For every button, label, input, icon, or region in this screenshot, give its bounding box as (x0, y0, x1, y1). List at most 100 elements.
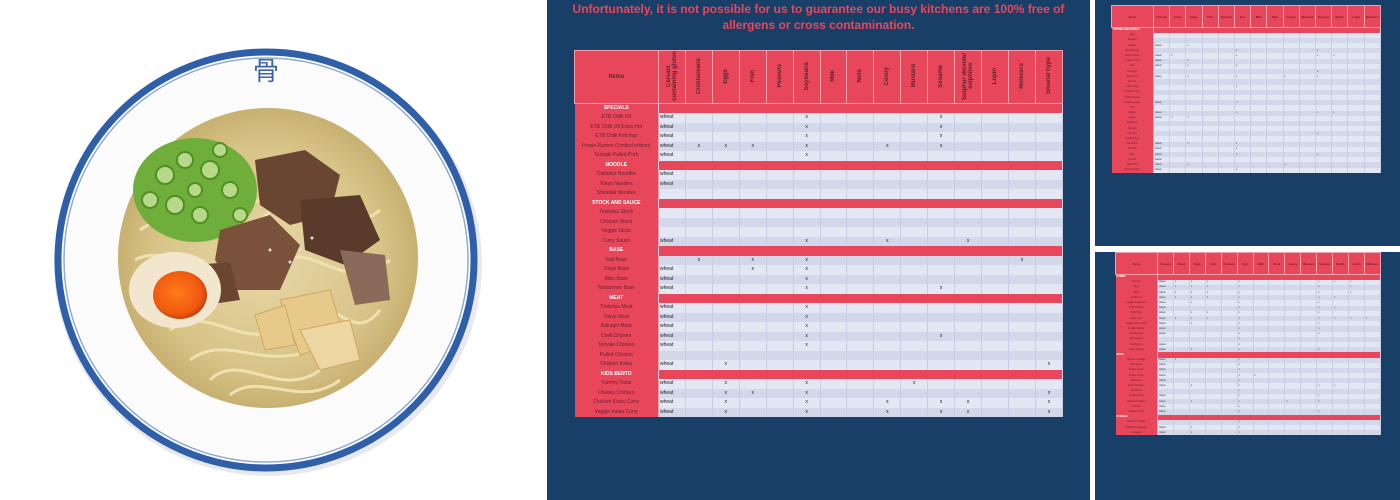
top-allergen-cell (1283, 167, 1300, 173)
main-allergen-cell (846, 236, 875, 246)
top-allergen-cell (1185, 120, 1203, 127)
top-item-name: Extra Noodles (1111, 167, 1154, 173)
main-allergen-cell (1035, 170, 1064, 180)
top-table-row: Spring Onion wheat x x x x (1111, 53, 1382, 59)
main-allergen-cell (712, 132, 740, 142)
top-allergen-cell (1218, 167, 1236, 173)
main-allergen-cell (900, 331, 929, 341)
top-allergen-cell (1364, 152, 1382, 158)
top-allergen-cell (1347, 136, 1365, 142)
bottom-allergen-cell (1253, 290, 1270, 296)
bottom-allergen-cell (1348, 321, 1365, 327)
main-allergen-cell: wheat (658, 312, 686, 322)
top-allergen-cell (1218, 48, 1236, 54)
top-allergen-cell (1218, 32, 1236, 38)
top-allergen-cell: wheat (1153, 115, 1171, 121)
bottom-allergen-cell (1348, 310, 1365, 316)
top-allergen-cell (1234, 136, 1252, 142)
main-item-name: Chilli Chicken (574, 331, 659, 341)
main-allergen-cell (766, 312, 794, 322)
main-allergen-cell (954, 360, 983, 370)
main-allergen-cell (927, 379, 956, 389)
main-allergen-cell (873, 189, 902, 199)
main-allergen-cell (846, 360, 875, 370)
main-allergen-cell (739, 113, 767, 123)
main-header-7: Milk (819, 50, 848, 104)
main-category-label: STOCK AND SAUCE (574, 198, 659, 208)
top-item-name: Spring Onion (1111, 53, 1154, 59)
bottom-allergen-cell: x (1332, 316, 1350, 322)
top-allergen-cell (1266, 63, 1284, 69)
top-allergen-cell (1331, 37, 1349, 44)
main-table-row: Chicken Katsu Curry wheat x x x x x x (574, 398, 1064, 408)
top-allergen-cell (1299, 84, 1317, 90)
top-allergen-cell (1266, 84, 1284, 90)
top-allergen-cell (1364, 74, 1382, 80)
bottom-table-row: Chilli Chicken wheat x x x (1115, 305, 1382, 311)
top-allergen-cell (1299, 79, 1317, 85)
main-allergen-cell (900, 388, 929, 398)
top-allergen-cell (1266, 89, 1284, 95)
main-allergen-cell (820, 170, 848, 180)
main-allergen-cell (685, 227, 713, 237)
main-allergen-cell (954, 227, 983, 237)
main-allergen-cell (685, 331, 713, 341)
main-header-label: Eggs (722, 68, 729, 84)
main-allergen-cell (1008, 170, 1036, 180)
allergen-chart-thumbnail-bottom: Items Cereals Crust. Eggs Fish Peanuts Soy Milk… (1095, 252, 1400, 500)
main-allergen-cell (820, 331, 848, 341)
bottom-allergen-cell (1332, 393, 1350, 399)
top-allergen-cell (1234, 58, 1252, 64)
main-allergen-cell (954, 303, 983, 313)
main-allergen-cell (1035, 379, 1064, 389)
main-allergen-cell (900, 274, 929, 284)
bottom-allergen-cell: x (1237, 279, 1254, 285)
top-header-label: Celery (1286, 14, 1296, 19)
bottom-allergen-cell (1205, 419, 1222, 425)
main-allergen-cell (712, 255, 740, 265)
main-allergen-cell (846, 208, 875, 218)
top-allergen-cell (1347, 58, 1365, 64)
top-allergen-cell (1283, 48, 1300, 54)
main-allergen-cell: wheat (658, 236, 686, 246)
main-allergen-cell (1008, 398, 1036, 408)
main-allergen-cell (846, 388, 875, 398)
top-allergen-cell (1347, 120, 1365, 127)
main-allergen-cell (873, 113, 902, 123)
main-item-name: ETB Chilli Oil Extra Hot (574, 122, 659, 132)
top-item-name: Menma (1111, 79, 1154, 85)
top-allergen-cell (1315, 141, 1333, 147)
main-allergen-cell (900, 284, 929, 294)
main-allergen-cell: x (793, 122, 821, 132)
top-header-5: Peanuts (1217, 5, 1236, 28)
main-allergen-cell (685, 265, 713, 275)
top-allergen-cell: x (1331, 53, 1349, 59)
top-allergen-cell (1283, 141, 1300, 147)
main-allergen-cell (1008, 341, 1036, 351)
bottom-allergen-cell: x (1348, 279, 1365, 285)
main-allergen-cell (820, 236, 848, 246)
top-allergen-cell (1202, 131, 1219, 137)
top-allergen-cell (1364, 100, 1382, 106)
main-allergen-cell: x (927, 407, 956, 417)
top-allergen-cell (1315, 120, 1333, 127)
bottom-header-5: Peanuts (1220, 252, 1238, 275)
bottom-table-row: Kimchi barley x (1115, 404, 1382, 410)
top-allergen-cell (1347, 167, 1365, 173)
top-allergen-cell (1250, 157, 1268, 163)
main-allergen-cell: x (712, 388, 740, 398)
main-allergen-cell (1035, 303, 1064, 313)
main-allergen-cell (820, 322, 848, 332)
main-allergen-cell (981, 227, 1009, 237)
bottom-allergen-cell (1221, 393, 1238, 399)
bottom-allergen-cell (1205, 305, 1222, 311)
bottom-allergen-cell (1348, 347, 1365, 353)
bottom-allergen-cell: wheat (1157, 326, 1174, 332)
main-allergen-cell (658, 217, 686, 227)
bottom-allergen-cell (1268, 336, 1286, 342)
top-allergen-cell (1153, 84, 1171, 90)
top-header-10: Mustard (1298, 5, 1317, 28)
main-allergen-cell (873, 284, 902, 294)
main-allergen-cell (900, 407, 929, 417)
main-allergen-cell (900, 265, 929, 275)
